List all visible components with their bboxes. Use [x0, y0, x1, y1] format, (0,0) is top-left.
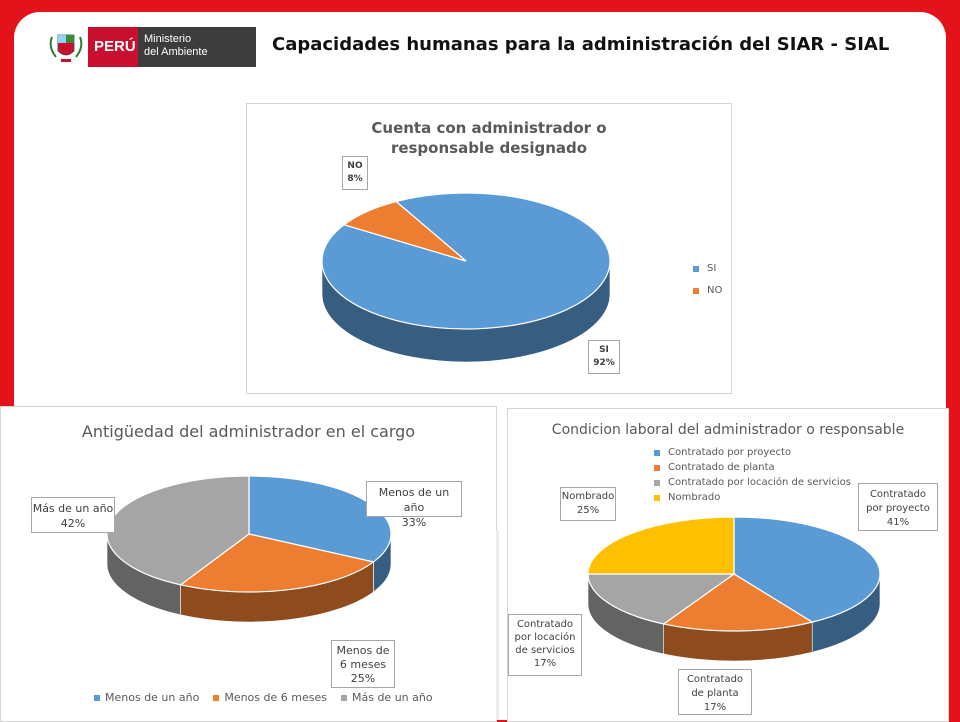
chart2-title: Antigüedad del administrador en el cargo [81, 422, 416, 441]
legend-label: Nombrado [668, 492, 721, 503]
ministry-name: Ministerio del Ambiente [144, 33, 208, 59]
legend-swatch [654, 494, 660, 501]
chart1-label-no-name: NO [347, 161, 363, 171]
chart2-panel: Antigüedad del administrador en el cargo… [0, 406, 497, 722]
chart2-legend-item: Menos de un año [94, 691, 199, 704]
legend-label: SI [707, 263, 717, 274]
label-pct: 41% [886, 517, 910, 528]
chart1-title: Cuenta con administrador o responsable d… [371, 119, 607, 157]
country-label: PERÚ [94, 38, 136, 55]
chart3-label-proyecto: Contratado por proyecto 41% [858, 483, 938, 531]
chart1-label-si: SI 92% [588, 340, 620, 374]
legend-swatch [654, 464, 660, 471]
chart1-label-no-pct: 8% [347, 174, 363, 184]
chart2-legend: Menos de un año Menos de 6 meses Más de … [94, 691, 433, 704]
label-pct: 25% [576, 505, 600, 516]
legend-label: Contratado por locación de servicios [668, 477, 851, 488]
chart2-svg [106, 475, 392, 623]
chart2-legend-item: Menos de 6 meses [213, 691, 327, 704]
chart3-svg [587, 516, 881, 662]
label-name: Contratado por locación de servicios [514, 619, 576, 656]
legend-swatch [693, 266, 699, 272]
legend-swatch [340, 694, 347, 701]
ministry-line2: del Ambiente [144, 46, 208, 58]
chart2-label-menos-un-ano: Menos de un año 33% [366, 481, 462, 529]
legend-label: Contratado por proyecto [668, 447, 792, 458]
label-name: Contratado por proyecto [866, 489, 930, 514]
chart1-slice-1 [342, 200, 467, 262]
chart3-label-planta: Contratado de planta 17% [678, 669, 752, 715]
ministry-line1: Ministerio [144, 33, 192, 45]
label-pct: 25% [350, 672, 376, 685]
chart3-panel: Condicion laboral del administrador o re… [507, 408, 949, 722]
label-name: Nombrado [561, 491, 615, 502]
chart1-panel: Cuenta con administrador o responsable d… [246, 103, 732, 394]
legend-swatch [654, 449, 660, 456]
divider-strip [496, 530, 499, 720]
coat-of-arms-icon [44, 25, 256, 69]
label-name: Contratado de planta [686, 674, 744, 699]
chart1-pie [321, 192, 611, 363]
label-pct: 42% [60, 517, 86, 530]
legend-label: NO [707, 285, 723, 296]
chart3-legend-item: Contratado de planta [654, 460, 851, 475]
label-pct: 17% [703, 702, 727, 713]
legend-label: Contratado de planta [668, 462, 775, 473]
chart2-slice-1 [179, 533, 375, 593]
chart1-legend: SI NO [693, 258, 722, 302]
legend-label: Más de un año [351, 691, 433, 704]
chart1-label-si-name: SI [599, 345, 609, 355]
chart3-slice-2 [587, 573, 736, 625]
chart3-legend-item: Nombrado [654, 490, 851, 505]
chart3-legend-item: Contratado por locación de servicios [654, 475, 851, 490]
legend-swatch [94, 694, 100, 701]
legend-label: Menos de 6 meses [224, 691, 327, 704]
page-title: Capacidades humanas para la administraci… [272, 34, 890, 55]
label-pct: 33% [401, 516, 427, 529]
chart3-slice-3 [587, 516, 735, 575]
chart3-label-locacion: Contratado por locación de servicios 17% [508, 614, 582, 676]
chart2-label-menos-6-meses: Menos de 6 meses 25% [331, 640, 395, 688]
chart3-label-nombrado: Nombrado 25% [560, 487, 616, 521]
label-name: Menos de 6 meses [336, 644, 390, 671]
chart3-legend: Contratado por proyecto Contratado de pl… [654, 445, 851, 505]
chart1-legend-item: NO [693, 280, 722, 302]
chart1-svg [321, 192, 611, 363]
chart1-label-no: NO 8% [342, 156, 368, 190]
chart3-pie [587, 516, 881, 662]
chart2-pie [106, 475, 392, 623]
legend-swatch [654, 479, 660, 486]
legend-swatch [213, 694, 220, 701]
legend-label: Menos de un año [105, 691, 200, 704]
chart1-label-si-pct: 92% [593, 358, 615, 368]
chart3-slice-1 [662, 573, 814, 632]
chart2-label-mas-un-ano: Más de un año 42% [31, 497, 115, 533]
chart3-title: Condicion laboral del administrador o re… [551, 422, 905, 438]
label-name: Menos de un año [378, 486, 450, 514]
chart2-legend-item: Más de un año [340, 691, 433, 704]
label-pct: 17% [533, 658, 557, 669]
legend-swatch [693, 288, 699, 294]
chart3-legend-item: Contratado por proyecto [654, 445, 851, 460]
chart1-legend-item: SI [693, 258, 722, 280]
label-name: Más de un año [32, 502, 114, 515]
ministry-logo: PERÚ Ministerio del Ambiente [44, 25, 256, 69]
